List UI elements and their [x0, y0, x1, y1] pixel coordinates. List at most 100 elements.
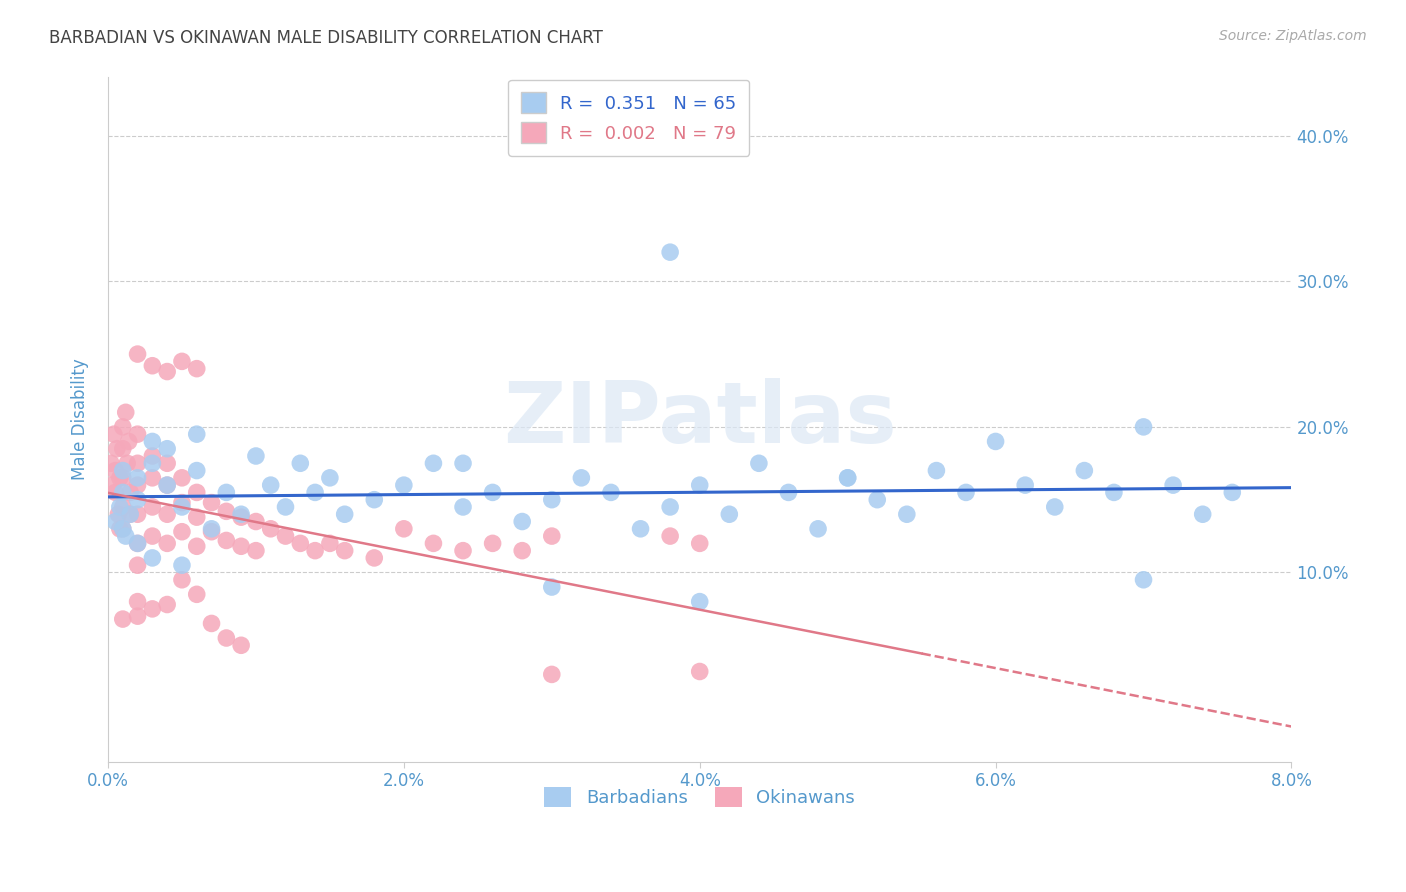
Point [111, 471, 134, 485]
Point [659, 500, 682, 514]
Point [111, 485, 134, 500]
Point [274, 529, 297, 543]
Point [540, 667, 562, 681]
Point [127, 594, 149, 608]
Point [127, 478, 149, 492]
Point [156, 478, 179, 492]
Point [896, 508, 918, 522]
Point [231, 638, 253, 652]
Point [866, 492, 889, 507]
Point [104, 515, 127, 529]
Point [103, 427, 125, 442]
Point [1161, 478, 1184, 492]
Point [127, 456, 149, 470]
Point [141, 529, 163, 543]
Point [215, 504, 238, 518]
Point [245, 515, 267, 529]
Point [127, 536, 149, 550]
Point [569, 471, 592, 485]
Point [186, 510, 208, 524]
Point [422, 536, 444, 550]
Point [127, 558, 149, 573]
Point [540, 492, 562, 507]
Point [127, 427, 149, 442]
Point [108, 500, 131, 514]
Point [290, 456, 312, 470]
Point [260, 522, 283, 536]
Point [200, 524, 222, 539]
Point [127, 508, 149, 522]
Point [141, 456, 163, 470]
Point [481, 536, 503, 550]
Point [141, 550, 163, 565]
Point [231, 539, 253, 553]
Point [837, 471, 859, 485]
Text: BARBADIAN VS OKINAWAN MALE DISABILITY CORRELATION CHART: BARBADIAN VS OKINAWAN MALE DISABILITY CO… [49, 29, 603, 46]
Point [290, 536, 312, 550]
Point [333, 543, 356, 558]
Point [333, 508, 356, 522]
Point [104, 485, 127, 500]
Legend: Barbadians, Okinawans: Barbadians, Okinawans [537, 780, 862, 814]
Point [156, 442, 179, 456]
Point [689, 665, 711, 679]
Point [170, 471, 193, 485]
Point [274, 500, 297, 514]
Point [659, 529, 682, 543]
Point [170, 354, 193, 368]
Point [451, 500, 474, 514]
Point [170, 573, 193, 587]
Point [510, 543, 533, 558]
Point [319, 536, 342, 550]
Point [186, 427, 208, 442]
Point [540, 529, 562, 543]
Point [215, 631, 238, 645]
Point [422, 456, 444, 470]
Point [114, 405, 136, 419]
Point [111, 464, 134, 478]
Point [200, 616, 222, 631]
Point [120, 508, 142, 522]
Point [114, 529, 136, 543]
Point [141, 602, 163, 616]
Point [186, 587, 208, 601]
Point [363, 550, 385, 565]
Point [111, 522, 134, 536]
Point [120, 508, 142, 522]
Point [120, 485, 142, 500]
Point [127, 536, 149, 550]
Point [127, 471, 149, 485]
Point [127, 609, 149, 624]
Point [304, 543, 326, 558]
Text: ZIPatlas: ZIPatlas [503, 378, 897, 461]
Point [600, 485, 623, 500]
Point [141, 434, 163, 449]
Point [108, 471, 131, 485]
Point [111, 500, 134, 514]
Point [156, 456, 179, 470]
Point [1132, 573, 1154, 587]
Point [748, 456, 770, 470]
Point [156, 478, 179, 492]
Point [659, 245, 682, 260]
Point [215, 485, 238, 500]
Point [304, 485, 326, 500]
Y-axis label: Male Disability: Male Disability [72, 359, 89, 481]
Point [141, 359, 163, 373]
Point [630, 522, 652, 536]
Point [955, 485, 977, 500]
Point [245, 543, 267, 558]
Point [1014, 478, 1036, 492]
Point [104, 464, 127, 478]
Point [392, 478, 415, 492]
Point [100, 456, 122, 470]
Point [156, 508, 179, 522]
Point [115, 456, 138, 470]
Point [925, 464, 948, 478]
Point [1132, 420, 1154, 434]
Point [127, 492, 149, 507]
Point [200, 522, 222, 536]
Point [107, 508, 129, 522]
Point [984, 434, 1007, 449]
Point [451, 543, 474, 558]
